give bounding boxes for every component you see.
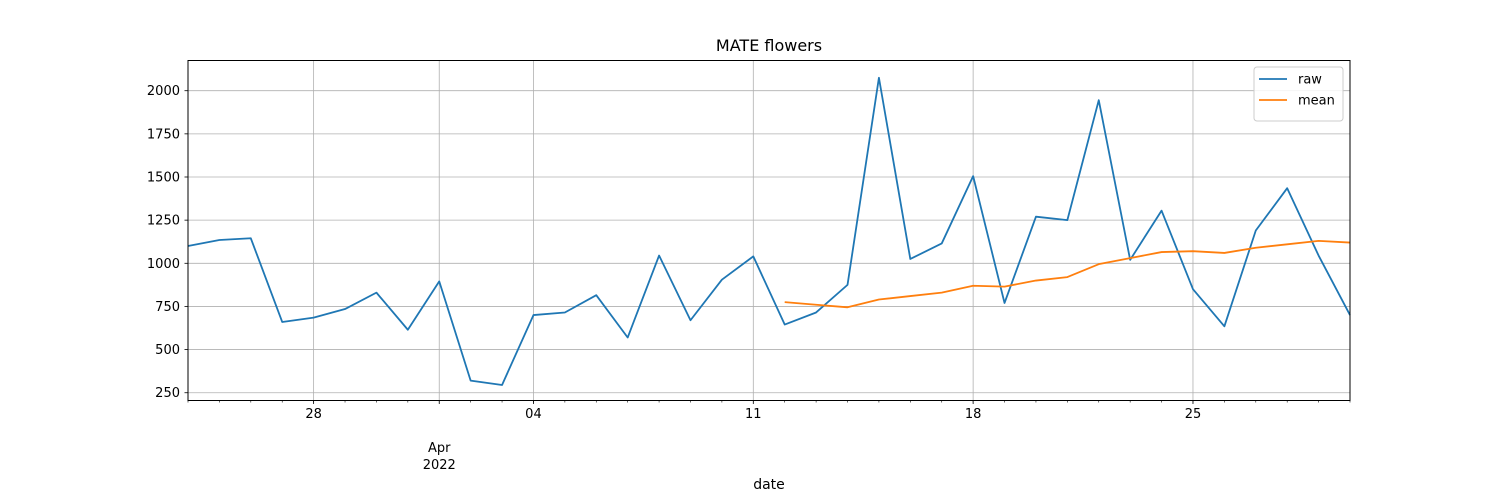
x-tick-label: 18 (965, 407, 982, 422)
series-lines (187, 76, 1351, 386)
x-axis-label: date (753, 477, 785, 493)
x-tick-label: Apr (428, 441, 451, 456)
legend: raw mean (1253, 66, 1344, 122)
x-tick-label: 28 (305, 407, 322, 422)
grid (188, 60, 1350, 401)
y-tick-label: 500 (155, 343, 180, 358)
y-tick-label: 2000 (147, 84, 180, 99)
chart-title: MATE flowers (716, 36, 822, 55)
series-line-mean (784, 239, 1351, 309)
legend-box (1253, 66, 1344, 122)
legend-label-mean: mean (1298, 94, 1335, 109)
y-tick-label: 1500 (147, 170, 180, 185)
y-tick-label: 1750 (147, 127, 180, 142)
legend-label-raw: raw (1298, 73, 1322, 88)
y-tick-label: 250 (155, 386, 180, 401)
y-tick-label: 1000 (147, 257, 180, 272)
plot-frame (187, 60, 1351, 401)
x-tick-label: 11 (745, 407, 762, 422)
series-line-raw (187, 76, 1351, 386)
x-tick-label: 04 (525, 407, 542, 422)
x-tick-label: 25 (1185, 407, 1202, 422)
axis-ticks: 250 500 750 1000 1250 1500 1750 2000 28 Apr 2022 04… (147, 84, 1351, 473)
y-tick-label: 1250 (147, 214, 180, 229)
x-tick-sublabel: 2022 (423, 458, 456, 473)
y-tick-label: 750 (155, 300, 180, 315)
